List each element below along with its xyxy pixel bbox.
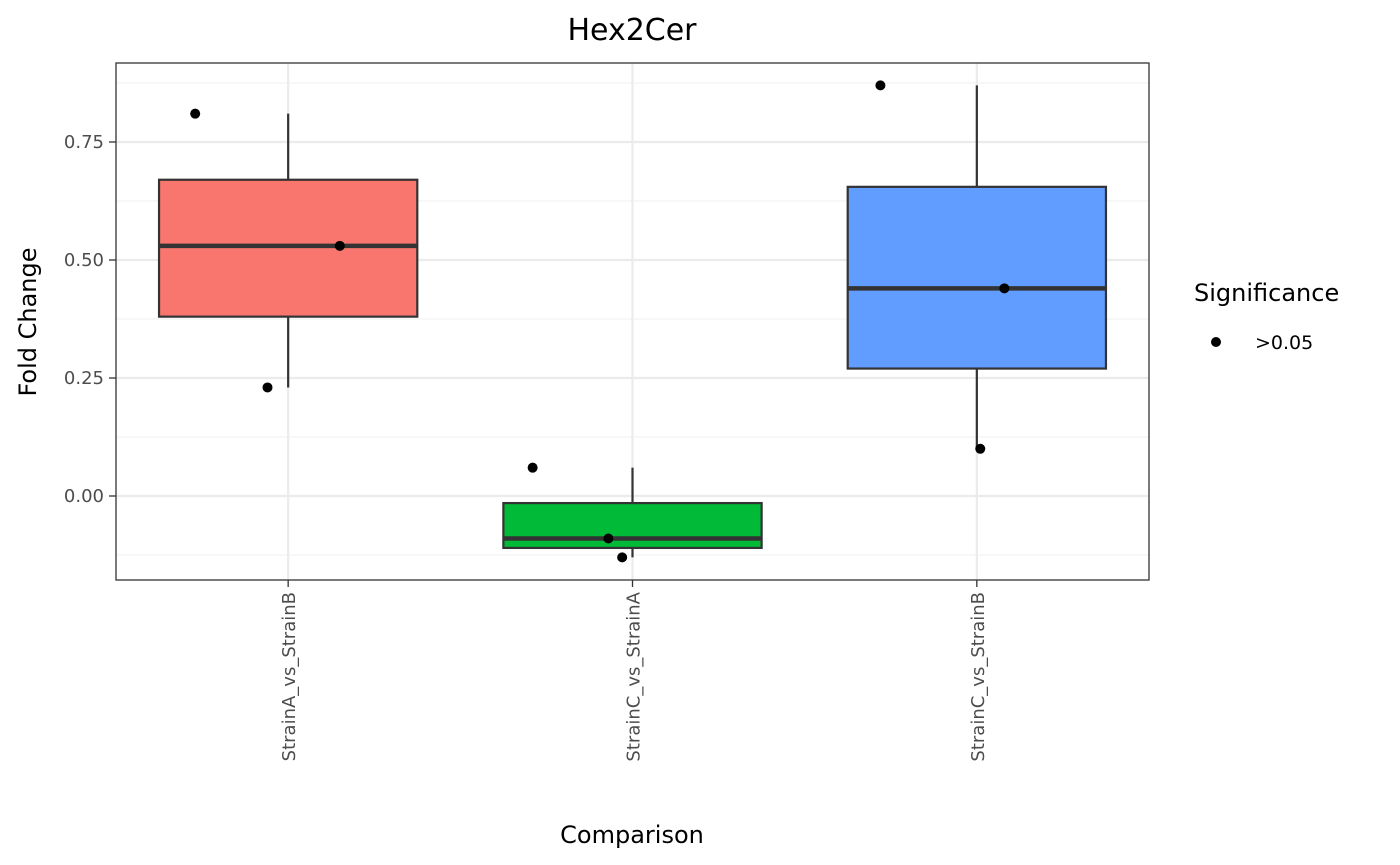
x-tick-label: StrainA_vs_StrainB xyxy=(279,592,300,761)
x-axis-title: Comparison xyxy=(560,821,704,849)
x-tick-label: StrainC_vs_StrainA xyxy=(624,591,645,761)
box-StrainC_vs_StrainB xyxy=(846,85,1108,449)
y-tick-label: 0.00 xyxy=(64,486,104,507)
data-point xyxy=(190,108,201,119)
legend-title: Significance xyxy=(1194,279,1339,307)
data-point xyxy=(975,443,986,454)
y-tick-label: 0.50 xyxy=(64,250,104,271)
box-body xyxy=(846,185,1108,370)
legend: Significance >0.05 xyxy=(1194,279,1339,354)
legend-label: >0.05 xyxy=(1255,332,1313,354)
box-body xyxy=(502,501,763,550)
chart-title: Hex2Cer xyxy=(567,13,697,48)
data-point xyxy=(999,283,1010,294)
box-body xyxy=(157,178,419,318)
box-StrainC_vs_StrainA xyxy=(502,467,763,558)
data-point xyxy=(527,462,538,473)
data-point xyxy=(262,382,273,393)
axes: 0.00 0.25 0.50 0.75 StrainA_vs_StrainB Strain… xyxy=(64,132,989,762)
y-axis-title: Fold Change xyxy=(14,247,42,396)
data-point xyxy=(617,552,628,563)
data-points xyxy=(190,80,1010,563)
data-point xyxy=(603,533,614,544)
y-tick-label: 0.75 xyxy=(64,132,104,153)
box-StrainA_vs_StrainB xyxy=(157,113,419,388)
data-point xyxy=(875,80,886,91)
x-tick-label: StrainC_vs_StrainB xyxy=(968,592,989,762)
boxes xyxy=(157,85,1108,558)
legend-key-point xyxy=(1211,337,1221,347)
data-point xyxy=(334,240,345,251)
y-tick-label: 0.25 xyxy=(64,368,104,389)
